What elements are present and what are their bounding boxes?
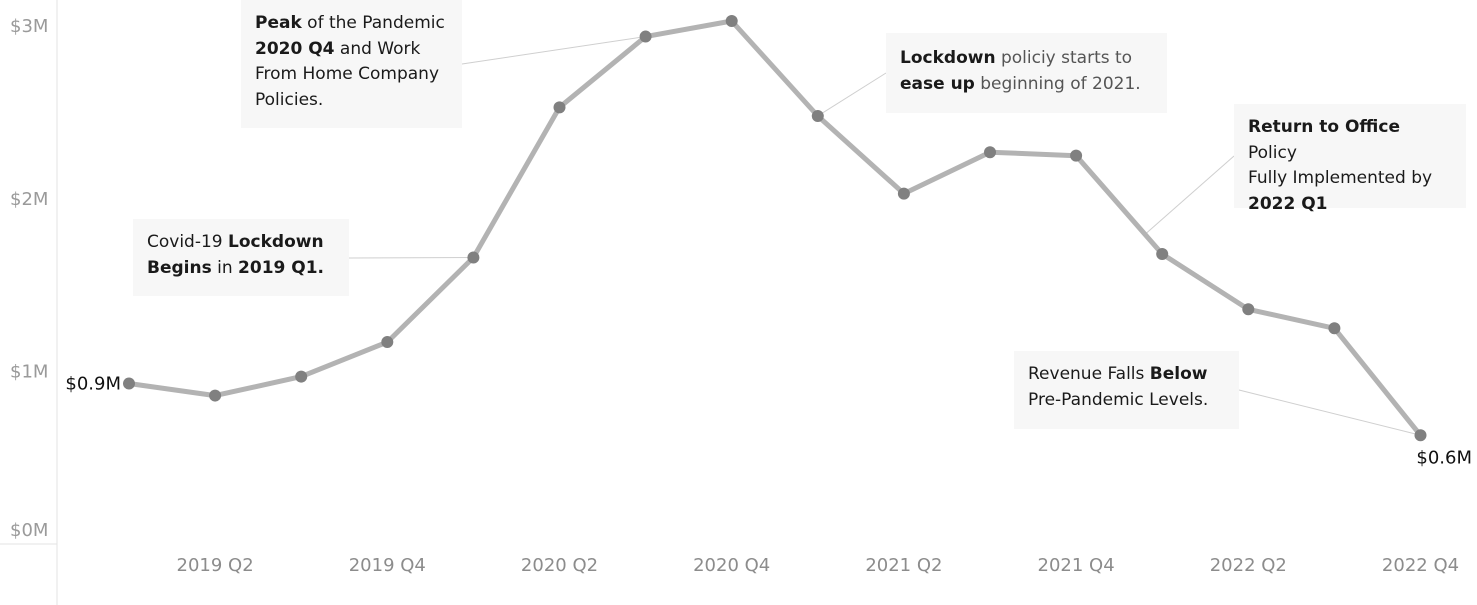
annotation-connector-line xyxy=(348,256,474,259)
y-tick-label: $2M xyxy=(10,189,48,210)
annotation-connector-line xyxy=(1238,389,1421,436)
y-tick-label: $1M xyxy=(10,361,48,382)
annotation-connector-line xyxy=(461,36,646,65)
annotation-text: Revenue Falls xyxy=(1028,364,1150,384)
annotation-text: ease up xyxy=(900,73,975,94)
annotation-text: Policies. xyxy=(255,89,324,110)
revenue-falls-annotation: Revenue Falls Below Pre-Pandemic Levels. xyxy=(1014,351,1239,429)
return-to-office-annotation: Return to Office Policy Fully Implemented… xyxy=(1234,104,1466,214)
data-point xyxy=(725,15,738,28)
annotation-text: Lockdown xyxy=(228,232,324,252)
y-tick-label: $3M xyxy=(10,16,48,37)
data-point xyxy=(1242,303,1255,316)
data-label: $0.6M xyxy=(1416,447,1472,468)
annotation-text: Pre-Pandemic Levels. xyxy=(1028,389,1209,410)
annotation-text: beginning of 2021. xyxy=(974,73,1141,94)
annotation-text: and Work xyxy=(334,38,421,59)
annotation-text: 2020 Q4 xyxy=(255,38,335,59)
data-point xyxy=(984,146,996,159)
annotation-text: policiy starts to xyxy=(995,48,1133,68)
annotation-text: Peak xyxy=(255,13,302,33)
data-point xyxy=(381,336,394,349)
data-point xyxy=(1328,322,1341,335)
x-tick-label: 2022 Q4 xyxy=(1382,555,1459,576)
lockdown-ease-annotation: Lockdown policiy starts to ease up beginn… xyxy=(886,33,1167,113)
peak-pandemic-annotation: Peak of the Pandemic 2020 Q4 and Work From… xyxy=(241,0,462,128)
data-point xyxy=(1070,149,1083,162)
y-tick-label: $0M xyxy=(10,520,48,541)
data-point xyxy=(639,30,652,43)
x-tick-label: 2019 Q2 xyxy=(177,555,254,576)
annotation-text: 2019 Q1. xyxy=(238,257,325,278)
annotation-text: Return to Office xyxy=(1248,117,1400,137)
x-tick-label: 2020 Q4 xyxy=(693,555,770,576)
annotation-text: 2022 Q1 xyxy=(1248,193,1328,214)
annotation-text: of the Pandemic xyxy=(301,13,445,33)
x-tick-label: 2022 Q2 xyxy=(1210,555,1287,576)
annotation-text: Policy xyxy=(1248,142,1297,163)
annotation-text: Covid-19 xyxy=(147,232,229,252)
annotation-text: Begins xyxy=(147,257,212,278)
data-point xyxy=(1414,429,1427,442)
x-tick-label: 2019 Q4 xyxy=(349,555,426,576)
data-point xyxy=(553,101,566,114)
revenue-series-line xyxy=(126,18,1423,438)
data-point xyxy=(1156,248,1169,261)
covid-lockdown-annotation: Covid-19 Lockdown Begins in 2019 Q1. xyxy=(133,219,349,296)
annotation-text: Fully Implemented by xyxy=(1248,168,1433,188)
annotation-connector-line xyxy=(817,72,887,117)
data-label: $0.9M xyxy=(65,373,121,394)
annotation-text: From Home Company xyxy=(255,64,440,84)
x-tick-label: 2020 Q2 xyxy=(521,555,598,576)
x-tick-label: 2021 Q2 xyxy=(865,555,942,576)
annotation-text: Lockdown xyxy=(900,48,996,68)
data-point xyxy=(295,370,308,383)
data-point xyxy=(467,251,480,264)
data-point xyxy=(897,187,910,200)
annotation-connector-line xyxy=(1144,155,1235,235)
data-point xyxy=(209,389,222,402)
data-point xyxy=(811,109,824,122)
data-point xyxy=(123,377,135,390)
annotation-text: in xyxy=(211,257,239,278)
x-tick-label: 2021 Q4 xyxy=(1038,555,1115,576)
annotation-text: Below xyxy=(1149,364,1208,384)
